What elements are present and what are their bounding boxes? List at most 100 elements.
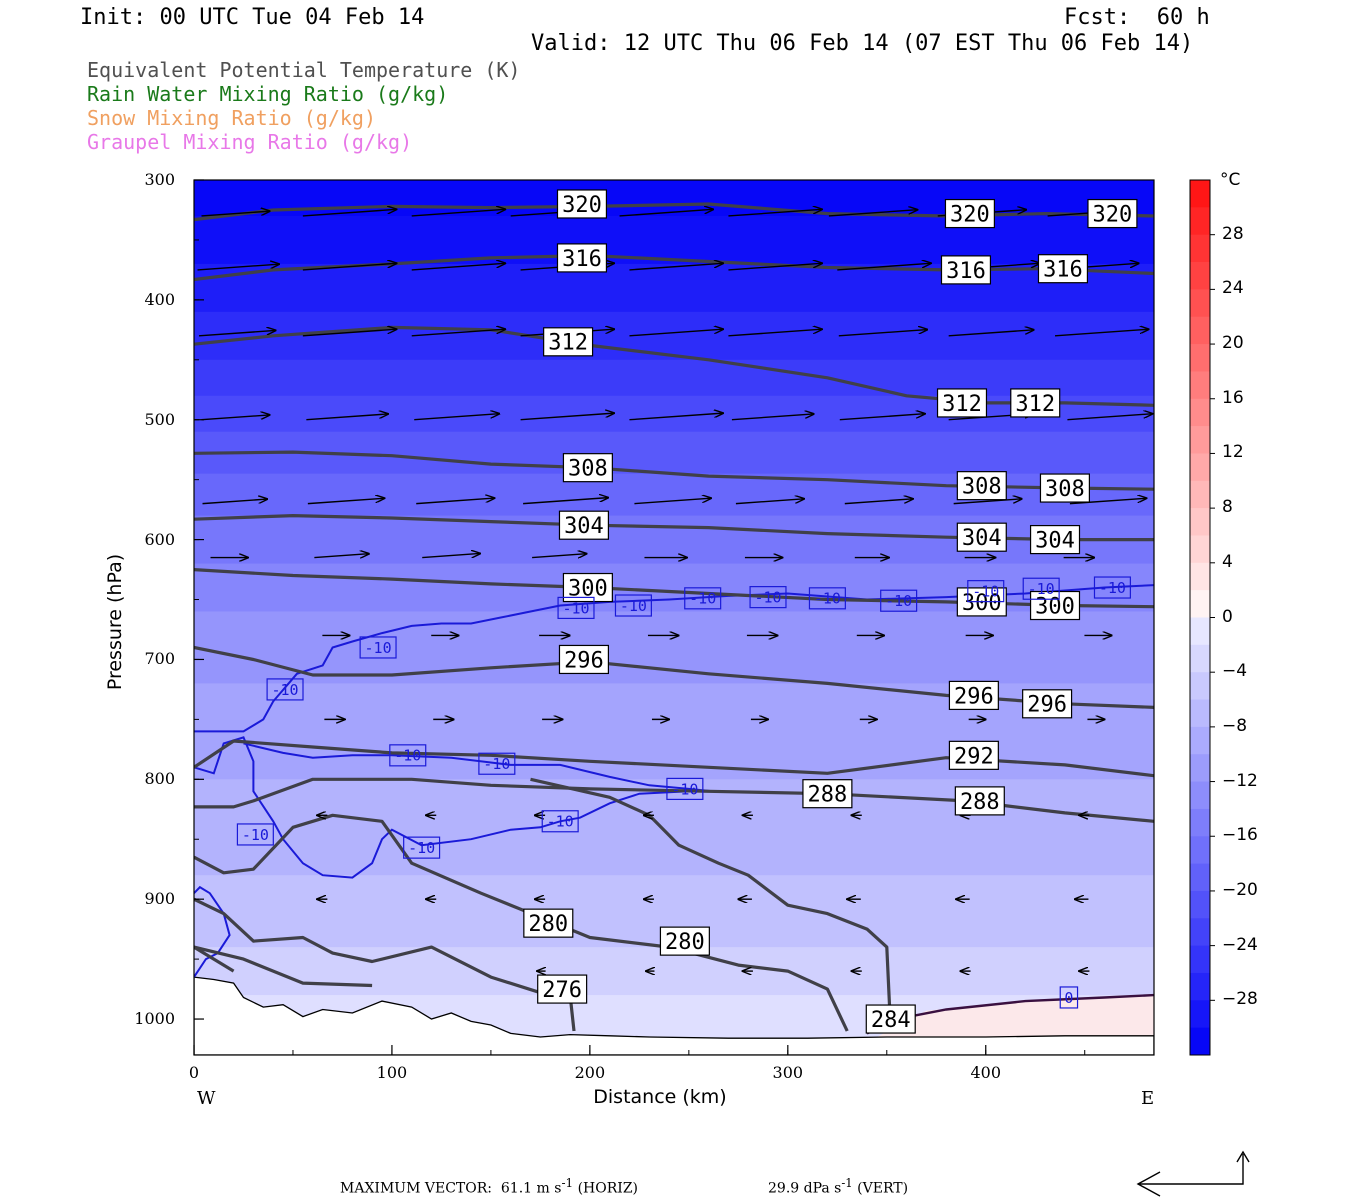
temp-contour [194, 736, 713, 879]
colorbar-swatch [1190, 808, 1210, 837]
wind-vector [728, 263, 822, 271]
temp-label: -10 [1093, 576, 1131, 599]
temp-label: -10 [403, 836, 441, 859]
temp-label-text: 0 [1064, 989, 1073, 1007]
theta-e-label: 288 [954, 786, 1005, 816]
theta-e-contour [194, 945, 373, 988]
theta-e-label: 300 [1029, 590, 1081, 621]
temp-label-text: -10 [562, 599, 589, 617]
theta-e-label: 312 [936, 388, 988, 418]
wind-vector [302, 263, 397, 271]
temp-band [194, 359, 1154, 397]
colorbar-swatch [1190, 699, 1210, 728]
x-tick-label: 200 [574, 1063, 606, 1082]
temp-label-text: -10 [483, 755, 510, 773]
temp-contour [243, 742, 713, 793]
colorbar-swatch [1190, 480, 1210, 509]
colorbar-label: 4 [1222, 551, 1233, 572]
theta-e-label: 316 [940, 255, 992, 285]
theta-e-label-text: 312 [1015, 392, 1055, 417]
forecast-hour: Fcst: 60 h [1064, 5, 1210, 30]
wind-vector [302, 209, 397, 217]
temp-label-text: -10 [620, 597, 647, 615]
colorbar-swatch [1190, 1027, 1210, 1056]
theta-e-label-text: 320 [562, 193, 602, 218]
temp-label: -10 [614, 594, 652, 617]
colorbar-swatch [1190, 234, 1210, 263]
temp-label: -10 [749, 586, 787, 609]
y-tick-label: 1000 [134, 1009, 175, 1029]
theta-e-label: 308 [562, 453, 613, 483]
colorbar-label: −24 [1222, 934, 1258, 955]
temp-label-text: -10 [408, 839, 435, 857]
colorbar-swatch [1190, 262, 1210, 290]
wind-vector [735, 499, 804, 505]
wind-vector [828, 210, 917, 217]
wind-vector [837, 263, 931, 271]
theta-e-label-text: 280 [528, 912, 568, 937]
wind-vector [314, 554, 368, 558]
wind-vector [953, 499, 1022, 505]
temp-label: -10 [541, 810, 579, 833]
colorbar-swatch [1190, 617, 1210, 646]
wind-vector [202, 499, 268, 505]
temp-label: -10 [808, 587, 846, 610]
theta-e-label-text: 288 [960, 790, 1000, 815]
wind-vector [307, 498, 385, 505]
theta-e-label-text: 300 [962, 591, 1002, 616]
theta-e-label: 296 [558, 644, 609, 675]
colorbar-swatch [1190, 863, 1210, 892]
theta-e-label: 320 [556, 189, 608, 219]
y-tick-label: 500 [144, 409, 175, 429]
y-tick-label: 300 [144, 170, 175, 189]
theta-e-label-text: 280 [665, 930, 705, 955]
colorbar-label: 16 [1222, 387, 1244, 408]
wind-vector [523, 498, 608, 505]
y-tick-label: 600 [144, 529, 175, 549]
east-label: E [1141, 1088, 1155, 1109]
theta-e-label-text: 308 [568, 457, 608, 482]
colorbar-swatch [1190, 726, 1210, 755]
theta-e-label: 312 [543, 327, 594, 357]
wind-vector [411, 329, 506, 337]
temp-label-text: -10 [689, 590, 716, 608]
colorbar-swatch [1190, 535, 1210, 564]
theta-e-label-text: 296 [1027, 693, 1067, 718]
temp-label-text: -10 [547, 813, 574, 831]
wind-vector [629, 413, 723, 421]
terrain-fill [194, 976, 1154, 1055]
theta-e-label-text: 316 [946, 259, 986, 284]
colorbar-swatch [1190, 289, 1210, 318]
wind-vector [844, 499, 913, 505]
theta-e-label-text: 304 [1035, 529, 1075, 554]
x-tick-label: 300 [772, 1063, 804, 1082]
colorbar-swatch [1190, 972, 1210, 1001]
colorbar-label: 12 [1222, 442, 1244, 463]
theta-e-contour [530, 777, 893, 1032]
temp-label-text: -10 [242, 826, 269, 844]
theta-e-label-text: 292 [954, 744, 994, 769]
wind-vector [411, 263, 506, 271]
y-tick-label: 400 [144, 289, 175, 309]
colorbar-label: −16 [1222, 825, 1258, 846]
temp-band [194, 263, 1154, 313]
temp-band [194, 311, 1154, 361]
temp-contour [194, 885, 231, 978]
temp-label: -10 [666, 777, 704, 801]
temp-band [194, 215, 1154, 265]
field-snow: Snow Mixing Ratio (g/kg) [87, 106, 376, 130]
colorbar-swatch [1190, 398, 1210, 427]
temp-label: -10 [389, 744, 427, 767]
theta-e-label-text: 284 [871, 1008, 911, 1033]
colorbar-swatch [1190, 562, 1210, 591]
x-tick-label: 400 [970, 1063, 1002, 1082]
theta-e-label-text: 308 [962, 475, 1002, 500]
wind-vector [1069, 498, 1147, 505]
temp-band [194, 611, 1154, 685]
wind-vector [197, 264, 280, 271]
max-horiz-tag: (HORIZ) [577, 1180, 639, 1197]
temp-label-text: -10 [885, 592, 912, 610]
colorbar-swatch [1190, 371, 1210, 400]
temp-label: -10 [359, 636, 397, 659]
